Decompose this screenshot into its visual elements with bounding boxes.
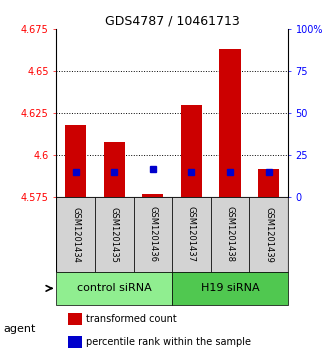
Text: agent: agent <box>3 323 36 334</box>
Bar <box>68 335 82 348</box>
Bar <box>219 49 241 197</box>
Bar <box>104 142 125 197</box>
Bar <box>68 313 82 325</box>
Text: H19 siRNA: H19 siRNA <box>201 284 260 293</box>
Bar <box>133 197 172 272</box>
Text: GSM1201434: GSM1201434 <box>71 207 80 262</box>
Bar <box>65 125 86 197</box>
Bar <box>258 169 279 197</box>
Text: GSM1201438: GSM1201438 <box>225 207 235 262</box>
Text: transformed count: transformed count <box>86 314 177 325</box>
Bar <box>211 197 249 272</box>
Text: GSM1201437: GSM1201437 <box>187 207 196 262</box>
Text: GSM1201435: GSM1201435 <box>110 207 119 262</box>
Bar <box>56 197 95 272</box>
Text: GSM1201439: GSM1201439 <box>264 207 273 262</box>
Bar <box>249 197 288 272</box>
Bar <box>142 194 164 197</box>
Bar <box>56 272 172 305</box>
Text: GSM1201436: GSM1201436 <box>148 207 157 262</box>
Bar <box>172 197 211 272</box>
Title: GDS4787 / 10461713: GDS4787 / 10461713 <box>105 15 240 28</box>
Bar <box>172 272 288 305</box>
Bar <box>95 197 133 272</box>
Text: percentile rank within the sample: percentile rank within the sample <box>86 337 251 347</box>
Text: control siRNA: control siRNA <box>77 284 152 293</box>
Bar <box>181 105 202 197</box>
